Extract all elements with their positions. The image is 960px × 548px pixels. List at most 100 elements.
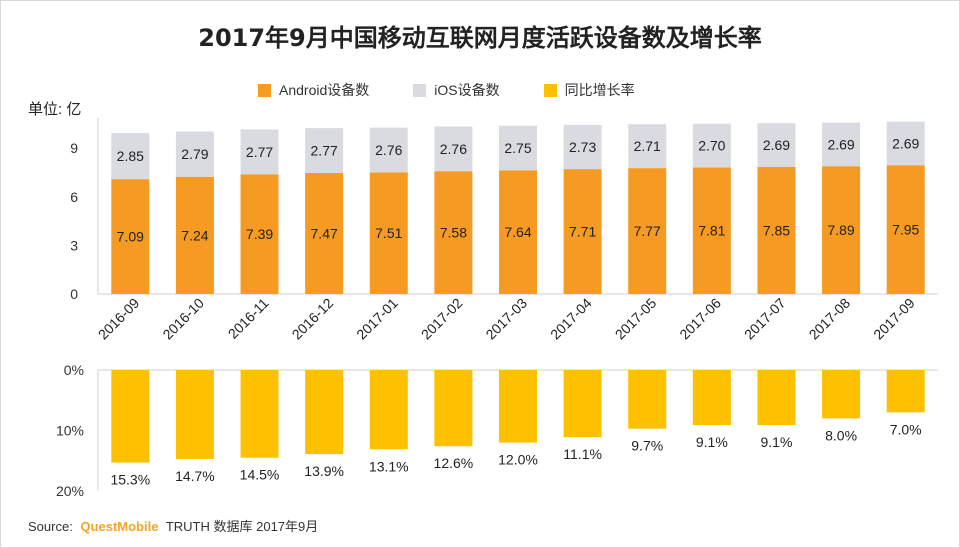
growth-value-label: 12.6%: [434, 455, 474, 471]
ios-value-label: 2.73: [569, 139, 596, 155]
ios-value-label: 2.77: [311, 143, 338, 159]
android-value-label: 7.89: [827, 222, 854, 238]
ios-value-label: 2.79: [181, 146, 208, 162]
android-value-label: 7.81: [698, 223, 725, 239]
x-category-label: 2017-06: [676, 295, 724, 343]
android-bar: [369, 172, 408, 294]
x-category-label: 2016-11: [225, 295, 272, 342]
growth-value-label: 15.3%: [110, 472, 150, 488]
android-bar: [240, 174, 279, 294]
top-y-tick-label: 3: [70, 237, 78, 253]
android-value-label: 7.95: [892, 222, 919, 238]
legend-item-android: Android设备数: [258, 80, 369, 100]
x-category-label: 2017-05: [612, 295, 660, 343]
growth-bar: [175, 370, 214, 459]
legend-swatch-android: [258, 83, 271, 97]
growth-value-label: 9.1%: [696, 434, 728, 450]
x-category-label: 2017-02: [418, 295, 466, 343]
growth-value-label: 12.0%: [498, 452, 538, 468]
android-value-label: 7.47: [311, 225, 338, 241]
ios-bar: [434, 126, 473, 172]
ios-value-label: 2.69: [763, 137, 790, 153]
legend-label-ios: iOS设备数: [434, 82, 500, 98]
android-bar: [111, 179, 150, 294]
legend-label-growth: 同比增长率: [564, 82, 635, 98]
top-y-tick-label: 9: [70, 140, 78, 156]
top-y-tick-label: 6: [70, 189, 78, 205]
android-value-label: 7.39: [246, 226, 273, 242]
ios-value-label: 2.76: [375, 142, 402, 158]
android-bar: [628, 168, 667, 294]
ios-bar: [499, 125, 537, 171]
growth-bar: [499, 370, 537, 443]
ios-bar: [305, 128, 344, 173]
top-y-tick-label: 0: [70, 286, 78, 302]
growth-bar: [628, 370, 667, 429]
growth-bar: [434, 370, 473, 447]
x-category-label: 2016-09: [95, 295, 143, 343]
ios-bar: [628, 124, 667, 169]
x-category-label: 2017-09: [870, 295, 918, 343]
x-category-label: 2016-10: [159, 295, 207, 343]
growth-value-label: 11.1%: [563, 446, 602, 462]
growth-value-label: 7.0%: [890, 421, 922, 437]
growth-value-label: 14.7%: [175, 468, 215, 484]
android-value-label: 7.77: [634, 223, 661, 239]
source-brand: QuestMobile: [80, 519, 159, 534]
growth-value-label: 13.9%: [304, 463, 344, 479]
ios-bar: [757, 123, 796, 167]
x-category-label: 2017-07: [741, 295, 789, 343]
ios-bar: [175, 131, 214, 177]
x-category-label: 2017-03: [482, 295, 530, 343]
android-bar: [886, 165, 925, 294]
android-value-label: 7.71: [569, 224, 596, 240]
growth-bar: [692, 370, 731, 426]
android-bar: [499, 170, 537, 294]
legend-label-android: Android设备数: [279, 82, 370, 98]
chart-title: 2017年9月中国移动互联网月度活跃设备数及增长率: [198, 24, 762, 52]
legend-item-ios: iOS设备数: [413, 80, 500, 100]
growth-bar: [369, 370, 408, 450]
ios-value-label: 2.75: [504, 140, 531, 156]
ios-value-label: 2.70: [698, 138, 725, 154]
ios-value-label: 2.76: [440, 141, 467, 157]
legend: Android设备数 iOS设备数 同比增长率: [258, 80, 679, 100]
growth-value-label: 13.1%: [369, 458, 409, 474]
x-category-label: 2017-01: [353, 295, 401, 343]
android-value-label: 7.58: [440, 225, 467, 241]
android-value-label: 7.64: [504, 224, 531, 240]
source-suffix: TRUTH 数据库 2017年9月: [165, 519, 319, 534]
legend-item-growth: 同比增长率: [543, 80, 635, 100]
y-axis-unit-label: 单位: 亿: [28, 101, 82, 118]
x-category-label: 2017-04: [547, 295, 595, 343]
legend-swatch-growth: [543, 83, 557, 97]
ios-value-label: 2.85: [117, 148, 144, 164]
ios-bar: [886, 121, 925, 166]
android-bar: [175, 176, 214, 294]
android-bar: [822, 166, 861, 294]
android-bar: [434, 171, 473, 294]
bottom-y-tick-label: 10%: [56, 423, 84, 439]
ios-bar: [240, 129, 279, 175]
growth-value-label: 8.0%: [825, 427, 857, 443]
ios-value-label: 2.69: [827, 136, 854, 152]
x-category-label: 2017-08: [806, 295, 854, 343]
legend-swatch-ios: [413, 83, 427, 97]
growth-bar: [563, 370, 602, 438]
android-bar: [305, 172, 344, 294]
ios-bar: [369, 127, 408, 173]
android-value-label: 7.85: [763, 222, 790, 238]
growth-bar: [305, 370, 344, 455]
growth-bar: [886, 370, 925, 413]
ios-value-label: 2.77: [246, 144, 273, 160]
android-bar: [757, 166, 796, 294]
growth-value-label: 9.1%: [761, 434, 793, 450]
android-bar: [692, 167, 731, 294]
growth-bar: [757, 370, 796, 426]
bottom-y-tick-label: 0%: [64, 362, 84, 378]
ios-bar: [822, 122, 861, 167]
growth-bar: [822, 370, 861, 419]
source-line: Source: QuestMobile TRUTH 数据库 2017年9月: [28, 516, 318, 535]
growth-value-label: 9.7%: [631, 438, 663, 454]
